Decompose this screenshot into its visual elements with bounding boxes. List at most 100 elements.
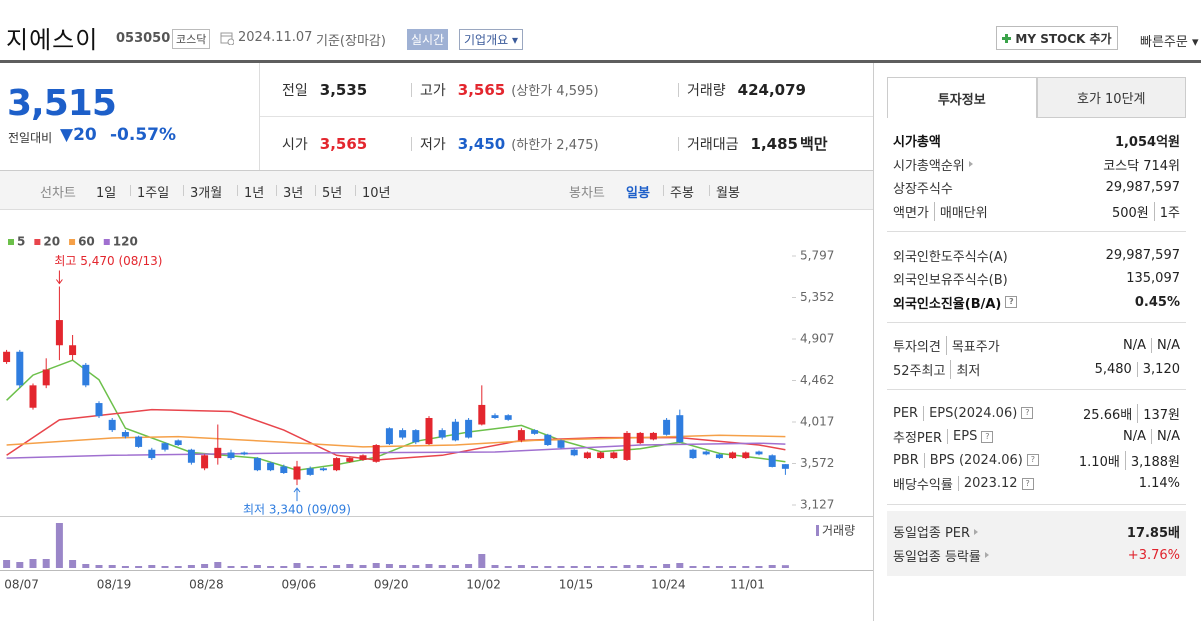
toolbar-separator: [315, 185, 316, 196]
info-row: 외국인한도주식수(A) 29,987,597: [893, 243, 1180, 267]
volume-bar: [689, 566, 697, 568]
row-value: 29,987,597: [1106, 180, 1180, 195]
value-part: 25.66배: [1083, 407, 1133, 423]
volume-bar: [702, 566, 710, 568]
tab[interactable]: 호가 10단계: [1036, 77, 1186, 118]
help-icon[interactable]: ?: [981, 430, 994, 443]
volume-bar: [108, 565, 116, 568]
candle-body: [557, 440, 565, 448]
row-value: 17.85배: [1127, 522, 1180, 541]
line-chart-label: 선차트: [40, 186, 76, 201]
change-rate: -0.57%: [110, 125, 177, 145]
x-tick-label: 11/01: [730, 578, 765, 592]
candle-body: [425, 417, 433, 445]
x-tick-label: 08/28: [189, 578, 224, 592]
summary-cell: 고가 3,565 (상한가 4,595): [420, 63, 599, 116]
legend-swatch: [8, 239, 14, 245]
volume-bar: [570, 566, 578, 568]
candle-body: [319, 468, 327, 471]
y-tick-label: 4,462: [800, 373, 834, 387]
row-value: 1,054억원: [1115, 131, 1180, 150]
summary-note: (하한가 2,475): [511, 138, 599, 153]
volume-bar: [201, 564, 209, 568]
info-row: 액면가 매매단위 500원 1주: [893, 200, 1180, 224]
row-value: 5,480 3,120: [1095, 362, 1180, 378]
period-button[interactable]: 10년: [362, 186, 391, 201]
period-button[interactable]: 5년: [322, 186, 343, 201]
candle-body: [227, 452, 235, 459]
label-part: 52주최고: [893, 364, 946, 380]
info-row: 52주최고 최저 5,480 3,120: [893, 358, 1180, 382]
period-button[interactable]: 3개월: [190, 186, 223, 201]
quick-order[interactable]: 빠른주문 ▾: [1140, 35, 1199, 50]
row-label: 상장주식수: [893, 178, 953, 197]
period-button[interactable]: 1주일: [137, 186, 170, 201]
period-button[interactable]: 1년: [244, 186, 265, 201]
info-row: 외국인보유주식수(B) 135,097: [893, 267, 1180, 291]
cell-separator: [411, 83, 412, 97]
overview-button[interactable]: 기업개요 ▾: [459, 29, 524, 50]
candle-period-button[interactable]: 월봉: [716, 186, 740, 201]
mystock-label: MY STOCK 추가: [1015, 31, 1112, 46]
stock-code: 053050: [116, 31, 171, 46]
volume-bar: [359, 565, 367, 568]
candle-period-button[interactable]: 일봉: [626, 186, 650, 201]
volume-bar: [465, 564, 473, 568]
summary-cell: 시가 3,565: [282, 117, 367, 170]
label-part: 투자의견: [893, 340, 941, 356]
volume-bar: [610, 566, 618, 568]
volume-bar: [412, 565, 420, 568]
help-icon[interactable]: ?: [1005, 296, 1018, 309]
candle-period-button[interactable]: 주봉: [670, 186, 694, 201]
candle-body: [491, 415, 499, 418]
value-part: 17.85배: [1126, 526, 1180, 542]
value-part: 500원: [1111, 206, 1149, 222]
period-button[interactable]: 1일: [96, 186, 117, 201]
summary-cell: 거래량 424,079: [687, 63, 806, 116]
realtime-button[interactable]: 실시간: [407, 29, 449, 50]
volume-bar: [663, 564, 671, 568]
y-tick-label: 5,797: [800, 248, 834, 262]
value-part: +3.76%: [1127, 547, 1180, 563]
mystock-button[interactable]: MY STOCK 추가: [996, 26, 1118, 50]
info-panel: 투자정보 호가 10단계 시가총액 1,054억원 시가총액순위 코스닥 714위 상장주식…: [887, 77, 1186, 576]
volume-bar: [676, 563, 684, 568]
help-icon[interactable]: ?: [1026, 454, 1039, 467]
legend-label: 5: [17, 235, 25, 249]
candle-body: [148, 449, 156, 459]
volume-bar: [531, 566, 539, 568]
candle-body: [729, 452, 737, 459]
value-part: N/A: [1151, 429, 1180, 445]
candle-body: [570, 449, 578, 456]
volume-bar: [253, 565, 261, 568]
summary-value: 1,485: [750, 134, 798, 153]
moving-average-line: [6, 359, 786, 471]
help-icon[interactable]: ?: [1021, 477, 1034, 490]
value-part: N/A: [1123, 429, 1146, 445]
volume-bar: [649, 566, 657, 568]
volume-bar: [583, 566, 591, 568]
volume-bar: [715, 566, 723, 568]
volume-bar: [755, 566, 763, 568]
tab[interactable]: 투자정보: [887, 77, 1037, 118]
value-part: 1주: [1153, 202, 1180, 222]
candle-body: [240, 452, 248, 455]
volume-bar: [214, 562, 222, 568]
candle-body: [438, 430, 446, 438]
summary-unit: 백만: [799, 135, 828, 153]
label-part: 배당수익률: [893, 478, 953, 494]
period-button[interactable]: 3년: [283, 186, 304, 201]
arrow-icon: [984, 552, 989, 559]
row-label: PER EPS(2024.06)?: [893, 405, 1034, 421]
volume-bar: [69, 560, 77, 568]
candle-body: [306, 468, 314, 475]
candle-body: [504, 415, 512, 420]
candle-body: [121, 431, 129, 437]
candle-body: [623, 432, 631, 460]
help-icon[interactable]: ?: [1021, 407, 1034, 420]
y-tick-label: 4,017: [800, 414, 834, 428]
x-tick-label: 10/24: [651, 578, 686, 592]
candle-body: [253, 458, 261, 471]
row-value: 29,987,597: [1106, 248, 1180, 263]
legend-label: 60: [78, 235, 95, 249]
